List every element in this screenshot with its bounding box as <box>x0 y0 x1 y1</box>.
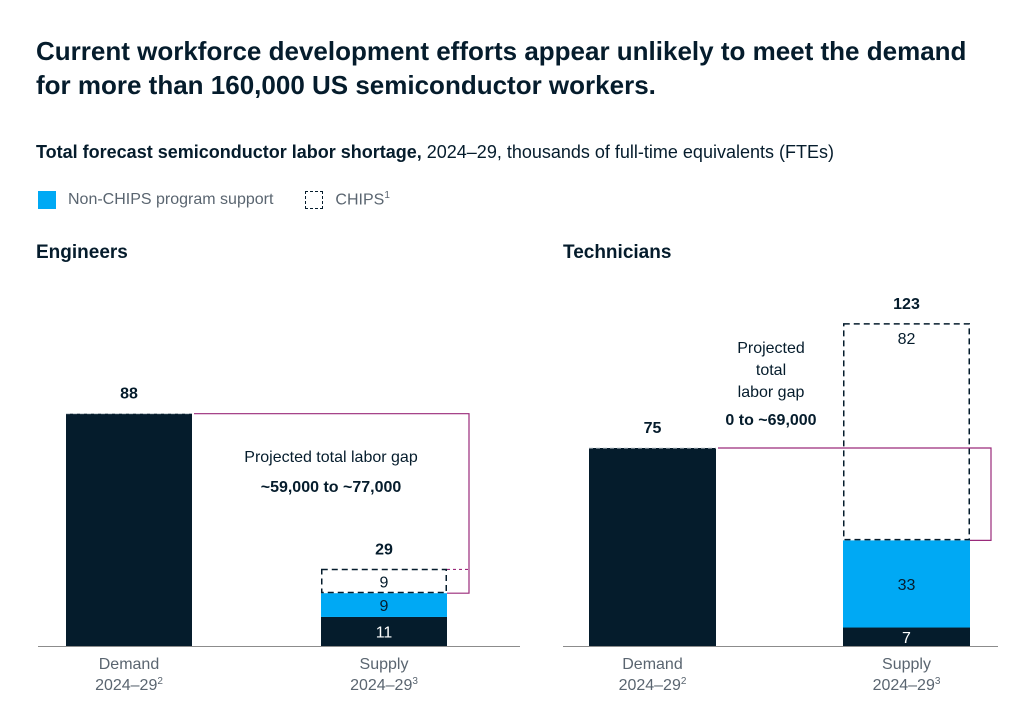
technicians-gap-annotation-value: 0 to ~69,000 <box>725 412 816 429</box>
technicians-gap-annotation-line-3: labor gap <box>738 384 805 401</box>
legend-chips-footnote: 1 <box>384 190 390 202</box>
engineers-supply-label-period: 2024–29 <box>350 677 412 694</box>
technicians-demand-label-line1: Demand <box>622 656 682 673</box>
subtitle-bold: Total forecast semiconductor labor short… <box>36 142 422 162</box>
technicians-supply-total-label: 123 <box>893 296 920 313</box>
technicians-supply-segment-chips <box>843 323 970 541</box>
technicians-gap-bracket <box>718 447 992 541</box>
engineers-supply-segment-non-chips <box>321 593 447 617</box>
legend-swatch-non-chips <box>38 191 56 209</box>
engineers-supply-label-line1: Supply <box>360 656 409 673</box>
subtitle-rest: 2024–29, thousands of full-time equivale… <box>421 142 834 162</box>
legend-item-chips: CHIPS1 <box>305 190 390 209</box>
technicians-supply-segment-baseline <box>843 627 970 646</box>
engineers-supply-label-footnote: 3 <box>412 676 418 687</box>
technicians-supply-label-period: 2024–29 <box>873 677 935 694</box>
legend-label-chips: CHIPS1 <box>335 190 389 209</box>
technicians-supply-segment-baseline-label: 7 <box>902 630 911 647</box>
technicians-supply-label-footnote: 3 <box>935 676 941 687</box>
engineers-gap-bracket <box>194 413 470 594</box>
engineers-supply-segment-baseline-label: 11 <box>376 624 393 641</box>
legend: Non-CHIPS program support CHIPS1 <box>38 188 422 212</box>
technicians-supply-label-line1: Supply <box>882 656 931 673</box>
engineers-supply-segment-non-chips-label: 9 <box>380 598 389 615</box>
engineers-supply-total-label: 29 <box>375 541 393 558</box>
engineers-gap-annotation-line-1: Projected total labor gap <box>244 449 418 466</box>
technicians-demand-label-line2: 2024–292 <box>619 676 687 694</box>
legend-label-non-chips: Non-CHIPS program support <box>68 191 274 208</box>
engineers-demand-bar <box>66 413 192 646</box>
legend-chips-text: CHIPS <box>335 191 385 209</box>
engineers-demand-total-label: 88 <box>120 386 138 403</box>
technicians-supply-segment-chips-label: 82 <box>898 331 916 348</box>
technicians-supply-segment-non-chips-label: 33 <box>898 577 916 594</box>
engineers-gap-annotation-value: ~59,000 to ~77,000 <box>261 479 402 496</box>
chart-headline: Current workforce development efforts ap… <box>36 36 967 100</box>
technicians-demand-label-period: 2024–29 <box>619 677 681 694</box>
legend-item-non-chips: Non-CHIPS program support <box>38 191 273 209</box>
engineers-demand-label-line2: 2024–292 <box>95 676 163 694</box>
engineers-supply-segment-baseline <box>321 616 447 646</box>
chart-subtitle: Total forecast semiconductor labor short… <box>36 140 834 164</box>
engineers-demand-label-line1: Demand <box>99 656 159 673</box>
engineers-supply-segment-chips-label: 9 <box>380 574 389 591</box>
legend-swatch-chips <box>305 190 324 209</box>
technicians-gap-annotation-line-2: total <box>756 362 786 379</box>
engineers-demand-label-footnote: 2 <box>157 676 163 687</box>
engineers-supply-segment-chips <box>321 568 447 594</box>
technicians-demand-bar <box>589 448 716 646</box>
engineers-supply-label-line2: 2024–293 <box>350 676 418 694</box>
technicians-supply-label-line2: 2024–293 <box>873 676 941 694</box>
technicians-supply-segment-non-chips <box>843 540 970 628</box>
technicians-gap-annotation-line-1: Projected <box>737 340 805 357</box>
panel-title-engineers: Engineers <box>36 242 128 263</box>
technicians-demand-label-footnote: 2 <box>681 676 687 687</box>
panel-title-technicians: Technicians <box>563 242 672 263</box>
technicians-demand-total-label: 75 <box>644 420 662 437</box>
engineers-demand-label-period: 2024–29 <box>95 677 157 694</box>
